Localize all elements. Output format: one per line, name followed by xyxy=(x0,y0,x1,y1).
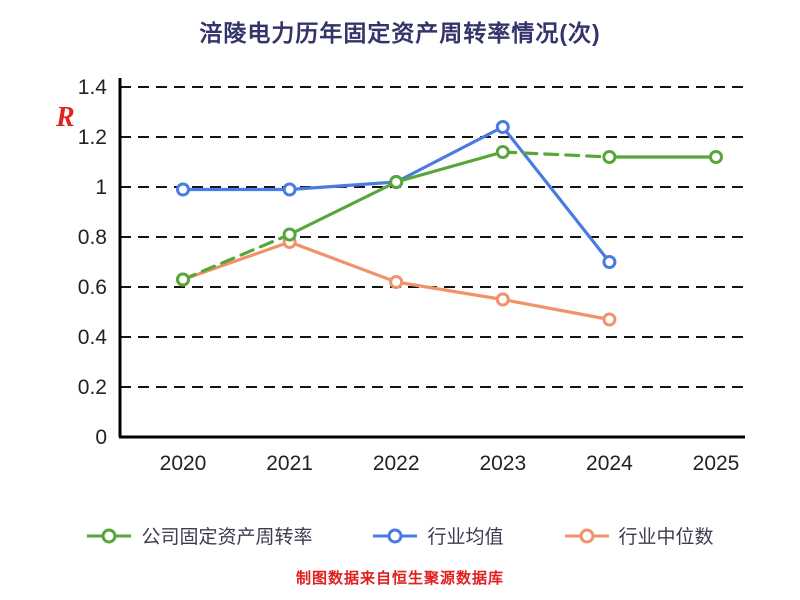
data-point-marker xyxy=(389,275,404,289)
data-point-marker xyxy=(389,175,404,189)
series-segment xyxy=(501,150,612,159)
series-segment xyxy=(501,125,612,264)
data-point-marker xyxy=(282,182,297,197)
legend: 公司固定资产周转率 行业均值 行业中位数 xyxy=(0,522,800,549)
data-point-marker xyxy=(282,227,297,242)
series-segment xyxy=(288,240,398,284)
x-tick-label: 2020 xyxy=(160,452,207,475)
legend-label: 行业中位数 xyxy=(618,527,714,548)
y-tick-label: 0 xyxy=(95,426,107,449)
y-tick-label: 0.2 xyxy=(78,376,107,399)
series-segment xyxy=(394,150,505,184)
legend-marker-icon xyxy=(564,528,609,543)
y-tick-label: 0.6 xyxy=(78,276,107,299)
series-segment xyxy=(501,297,612,322)
data-point-marker xyxy=(176,272,190,287)
legend-item-1: 公司固定资产周转率 xyxy=(86,522,312,549)
legend-marker-icon xyxy=(373,528,418,543)
data-point-marker xyxy=(602,312,617,327)
data-source-note: 制图数据来自恒生聚源数据库 xyxy=(295,570,504,587)
series-segment xyxy=(394,125,505,184)
plot-area: 0 0.2 0.4 0.6 0.8 1 1.2 1.4 2020 2021 2022 2023 2024… xyxy=(78,76,745,475)
x-tick-label: 2025 xyxy=(693,452,740,475)
data-point-marker xyxy=(602,150,617,164)
data-point-marker xyxy=(495,120,510,134)
legend-label: 行业均值 xyxy=(427,527,504,548)
data-point-marker xyxy=(495,145,510,159)
y-tick-label: 1.2 xyxy=(78,126,107,149)
series-segment xyxy=(181,240,292,282)
legend-item-3: 行业中位数 xyxy=(564,522,714,549)
legend-item-2: 行业均值 xyxy=(372,522,504,549)
data-point-marker xyxy=(176,182,190,197)
chart-title: 涪陵电力历年固定资产周转率情况(次) xyxy=(199,20,601,46)
x-tick-label: 2024 xyxy=(586,452,633,475)
y-tick-label: 1.4 xyxy=(78,76,108,99)
series-segment xyxy=(394,280,505,302)
x-tick-label: 2021 xyxy=(266,452,313,475)
series-segment xyxy=(288,180,398,192)
y-tick-label: 1 xyxy=(95,176,107,199)
watermark-r: R xyxy=(56,102,75,133)
x-tick-label: 2023 xyxy=(479,452,526,475)
y-tick-label: 0.8 xyxy=(78,226,107,249)
x-tick-label: 2022 xyxy=(373,452,420,475)
y-tick-label: 0.4 xyxy=(78,326,108,349)
series-segment xyxy=(288,180,398,237)
data-point-marker xyxy=(602,255,617,269)
data-point-marker xyxy=(709,150,723,164)
legend-label: 公司固定资产周转率 xyxy=(141,527,313,548)
legend-marker-icon xyxy=(87,528,132,543)
data-point-marker xyxy=(495,292,510,307)
series-segment xyxy=(181,232,292,282)
